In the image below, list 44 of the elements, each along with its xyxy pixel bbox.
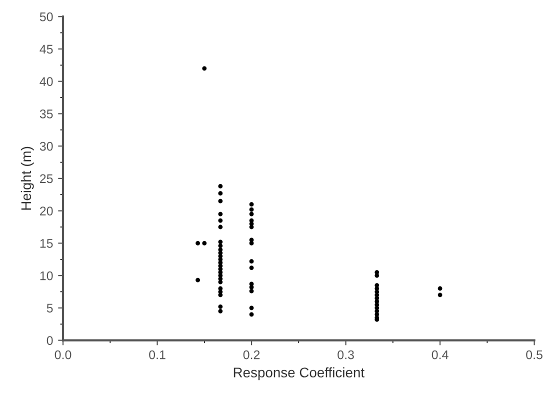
point	[218, 224, 223, 230]
y-tick-label: 15	[40, 239, 53, 248]
point	[438, 292, 442, 298]
x-tick-label: 0.2	[243, 350, 260, 360]
y-axis-title: Height (m)	[20, 146, 34, 210]
point	[218, 198, 223, 204]
point	[196, 278, 200, 282]
point	[218, 292, 223, 298]
x-tick-label: 0.5	[526, 350, 542, 360]
point	[218, 308, 223, 314]
point	[249, 266, 254, 270]
point	[218, 191, 223, 196]
y-tick-label: 45	[40, 44, 53, 54]
x-tick-label: 0.0	[54, 350, 72, 360]
point	[249, 259, 254, 264]
y-tick-label: 30	[40, 142, 53, 151]
point	[218, 184, 223, 188]
y-tick-label: 40	[40, 77, 53, 86]
x-tick-label: 0.1	[149, 350, 166, 360]
point	[249, 288, 254, 294]
point	[249, 207, 254, 212]
point	[249, 285, 254, 290]
x-tick-label: 0.3	[338, 350, 354, 360]
point	[249, 312, 254, 317]
point	[218, 218, 223, 223]
point	[196, 240, 200, 246]
y-tick-label: 25	[40, 174, 53, 184]
y-tick-label: 5	[46, 304, 53, 313]
x-axis-title: Response Coefficient	[234, 367, 364, 380]
point	[438, 286, 442, 291]
y-tick-label: 50	[40, 12, 53, 22]
x-tick-label: 0.4	[432, 350, 448, 360]
y-tick-label: 0	[46, 336, 53, 345]
point	[218, 212, 223, 216]
point	[249, 202, 254, 207]
y-tick-label: 35	[40, 110, 53, 118]
y-tick-label: 10	[40, 271, 53, 280]
y-tick-label: 20	[40, 206, 53, 216]
point	[202, 66, 207, 71]
point	[249, 306, 254, 310]
point	[218, 304, 223, 309]
point	[202, 240, 207, 246]
point	[249, 212, 254, 216]
point	[218, 244, 223, 248]
